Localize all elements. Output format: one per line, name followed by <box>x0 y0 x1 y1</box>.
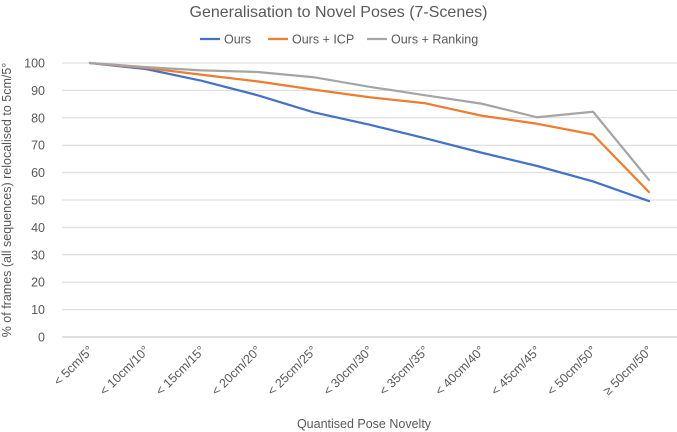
y-tick-label: 0 <box>38 331 45 345</box>
x-tick-label: < 20cm/20° <box>209 343 264 398</box>
x-tick-label: < 45cm/45° <box>488 343 543 398</box>
x-tick-label: ≥ 50cm/50° <box>601 343 656 398</box>
x-tick-label: < 35cm/35° <box>377 343 432 398</box>
y-tick-label: 70 <box>31 139 45 153</box>
x-tick-label: < 25cm/25° <box>265 343 320 398</box>
series-lines <box>88 61 651 203</box>
y-tick-label: 20 <box>31 276 45 290</box>
y-tick-label: 50 <box>31 194 45 208</box>
y-tick-label: 40 <box>31 221 45 235</box>
y-axis-label: % of frames (all sequences) relocalised … <box>0 63 14 338</box>
x-axis-ticks: < 5cm/5° < 10cm/10° < 15cm/15° < 20cm/20° < … <box>51 343 655 398</box>
x-axis-label: Quantised Pose Novelty <box>297 417 432 431</box>
gridlines <box>62 62 677 338</box>
series-line-3 <box>88 61 651 182</box>
x-tick-label: < 5cm/5° <box>51 343 96 388</box>
chart-title: Generalisation to Novel Poses (7-Scenes) <box>190 4 488 21</box>
legend-label: Ours + ICP <box>292 33 354 47</box>
y-tick-label: 60 <box>31 166 45 180</box>
y-axis-ticks: 0 10 20 30 40 50 60 70 80 90 100 <box>24 57 45 345</box>
legend: Ours Ours + ICP Ours + Ranking <box>200 33 478 47</box>
x-tick-label: < 15cm/15° <box>153 343 208 398</box>
y-tick-label: 80 <box>31 111 45 125</box>
y-tick-label: 90 <box>31 84 45 98</box>
y-tick-label: 30 <box>31 248 45 262</box>
series-line-2 <box>88 61 651 194</box>
x-tick-label: < 50cm/50° <box>544 343 599 398</box>
legend-label: Ours <box>224 33 251 47</box>
x-tick-label: < 30cm/30° <box>321 343 376 398</box>
y-tick-label: 10 <box>31 303 45 317</box>
legend-label: Ours + Ranking <box>391 33 478 47</box>
series-line-1 <box>88 61 651 203</box>
x-tick-label: < 10cm/10° <box>97 343 152 398</box>
x-tick-label: < 40cm/40° <box>432 343 487 398</box>
y-tick-label: 100 <box>24 57 45 71</box>
